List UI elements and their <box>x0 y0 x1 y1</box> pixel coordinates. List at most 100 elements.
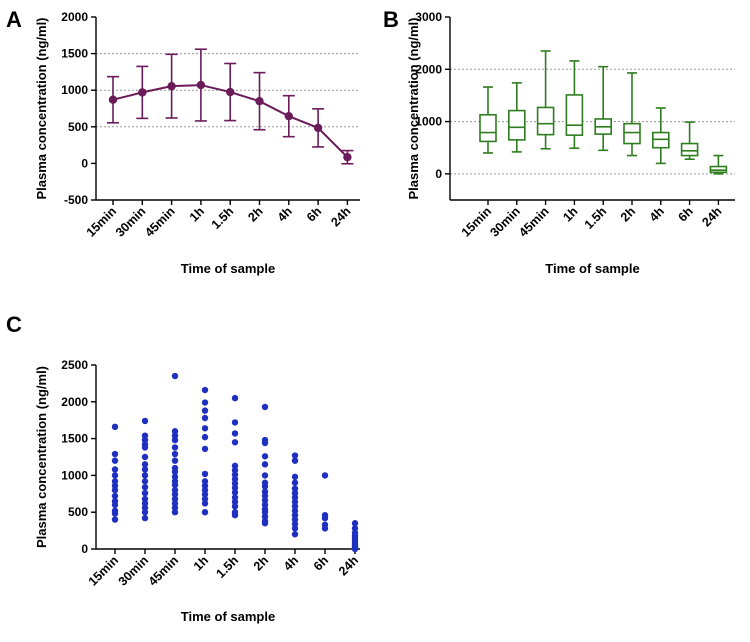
scatter-point <box>171 444 179 451</box>
scatter-point <box>201 495 209 503</box>
scatter-point <box>171 473 179 481</box>
scatter-point <box>261 461 269 468</box>
scatter-point <box>171 432 179 439</box>
scatter-point <box>141 453 149 461</box>
scatter-point <box>171 486 179 494</box>
scatter-point <box>141 483 149 491</box>
scatter-point <box>201 470 209 478</box>
x-tick-label: 1.5h <box>582 204 610 232</box>
scatter-point <box>261 492 269 500</box>
x-tick-label: 30min <box>116 553 151 588</box>
scatter-point <box>201 486 209 494</box>
scatter-point <box>231 480 239 487</box>
box <box>479 113 497 143</box>
scatter-point <box>231 419 239 426</box>
scatter-point <box>261 439 269 447</box>
x-tick-label: 4h <box>281 553 301 573</box>
scatter-point <box>321 525 329 532</box>
scatter-point <box>351 545 359 553</box>
x-tick-label: 24h <box>699 204 724 229</box>
x-tick-label: 24h <box>328 204 353 229</box>
scatter-point <box>201 478 209 485</box>
scatter-point <box>261 472 269 479</box>
scatter-point <box>291 498 299 506</box>
scatter-point <box>201 433 209 441</box>
scatter-point <box>261 501 269 509</box>
box <box>680 142 699 157</box>
scatter-point <box>291 507 299 514</box>
scatter-point <box>231 467 239 474</box>
scatter-point <box>201 500 209 507</box>
scatter-point <box>141 495 149 503</box>
x-tick-label: 15min <box>84 204 119 239</box>
y-tick-label: 0 <box>435 167 442 181</box>
scatter-point <box>261 488 269 495</box>
data-point <box>255 96 264 106</box>
scatter-point <box>231 484 239 492</box>
scatter-point <box>171 481 179 489</box>
data-point <box>313 123 323 133</box>
y-tick-label: 0 <box>81 156 88 170</box>
scatter-point <box>261 483 269 490</box>
scatter-point <box>231 430 239 437</box>
scatter-point <box>201 414 209 422</box>
scatter-point <box>231 439 239 446</box>
x-tick-label: 45min <box>516 204 551 239</box>
scatter-point <box>141 436 149 444</box>
y-tick-label: 1500 <box>61 47 88 61</box>
scatter-point <box>141 417 149 425</box>
scatter-point <box>201 482 209 489</box>
scatter-point <box>261 509 269 516</box>
scatter-point <box>111 423 119 431</box>
scatter-point <box>141 489 149 497</box>
scatter-point <box>291 485 299 492</box>
x-tick-label: 24h <box>336 553 361 578</box>
data-point <box>108 95 118 104</box>
x-tick-label: 2h <box>251 553 271 573</box>
panel-letter-c: C <box>6 312 22 337</box>
scatter-point <box>201 509 209 516</box>
scatter-point <box>111 510 119 517</box>
scatter-point <box>111 478 119 485</box>
scatter-point <box>231 489 239 496</box>
scatter-point <box>291 525 299 532</box>
x-axis-title: Time of sample <box>181 261 275 276</box>
x-tick-label: 1h <box>191 553 211 573</box>
scatter-point <box>231 511 239 519</box>
scatter-point <box>171 428 179 435</box>
x-tick-label: 30min <box>113 204 148 239</box>
x-axis-title: Time of sample <box>181 609 275 624</box>
y-tick-label: 500 <box>68 505 88 519</box>
scatter-point <box>141 466 149 473</box>
scatter-point <box>291 489 299 497</box>
scatter-point <box>111 472 119 479</box>
scatter-point <box>231 471 239 478</box>
y-tick-label: 1000 <box>61 468 88 482</box>
scatter-point <box>231 503 239 510</box>
scatter-point <box>291 479 299 486</box>
scatter-point <box>141 509 149 516</box>
scatter-point <box>231 498 239 506</box>
y-tick-label: 2500 <box>61 358 88 372</box>
y-tick-label: 2000 <box>415 62 442 76</box>
scatter-point <box>111 516 119 523</box>
scatter-point <box>141 472 149 479</box>
scatter-point <box>171 457 179 464</box>
scatter-point <box>201 491 209 498</box>
y-tick-label: -500 <box>64 193 88 207</box>
x-tick-label: 45min <box>146 553 181 588</box>
scatter-point <box>111 492 119 500</box>
panel-letter-a: A <box>6 7 22 32</box>
x-tick-label: 6h <box>304 204 324 224</box>
scatter-point <box>291 520 299 528</box>
scatter-point <box>171 372 179 380</box>
scatter-point <box>171 500 179 507</box>
scatter-point <box>111 457 119 464</box>
scatter-point <box>171 468 179 475</box>
scatter-point <box>231 494 239 501</box>
scatter-point <box>201 407 209 414</box>
scatter-point <box>141 461 149 468</box>
scatter-point <box>141 514 149 522</box>
scatter-point <box>171 491 179 498</box>
